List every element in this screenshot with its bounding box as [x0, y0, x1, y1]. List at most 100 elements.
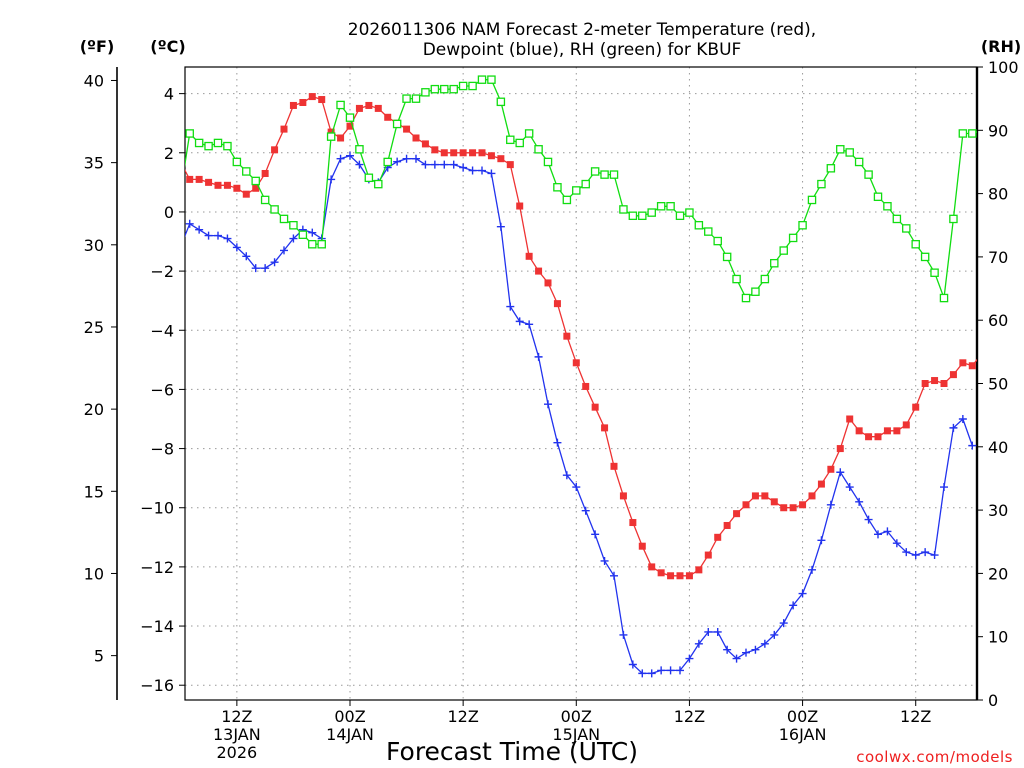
temperature-point [817, 480, 825, 488]
time-tick-label: 00Z [787, 707, 818, 726]
rh-point [242, 167, 251, 176]
time-tick-label: 00Z [561, 707, 592, 726]
rh-point [543, 157, 553, 167]
rh-point [270, 205, 279, 214]
rh-point [826, 164, 836, 173]
dewpoint-point [836, 468, 845, 477]
rh-point [930, 268, 939, 277]
rh-tick-label: 80 [988, 185, 1008, 204]
rh-point [656, 202, 666, 211]
dewpoint-point [732, 654, 741, 663]
temperature-point [591, 403, 599, 411]
axis-ticks [111, 66, 983, 706]
temperature-point [572, 359, 580, 367]
temperature-point [403, 125, 411, 133]
temperature-point [921, 380, 929, 387]
dewpoint-point [214, 231, 222, 240]
series-layer [185, 75, 977, 678]
rh-point [336, 100, 345, 110]
temperature-point [544, 279, 552, 287]
temperature-point [638, 542, 646, 550]
dewpoint-point [600, 556, 609, 565]
temperature-point [450, 149, 458, 157]
dewpoint-point [911, 551, 920, 560]
temperature-point [657, 569, 665, 577]
dewpoint-point [242, 252, 251, 261]
dewpoint-point [289, 234, 298, 243]
rh-point [458, 81, 468, 91]
fahrenheit-tick-label: 30 [84, 236, 104, 255]
rh-point [223, 141, 232, 151]
fahrenheit-tick-label: 20 [84, 400, 104, 419]
temperature-point [959, 359, 967, 367]
temperature-point [770, 498, 778, 506]
dewpoint-point [270, 258, 279, 267]
rh-point [411, 94, 421, 103]
temperature-point [421, 140, 429, 148]
temperature-point [195, 175, 203, 183]
temperature-point [308, 93, 316, 101]
rh-point [402, 94, 411, 103]
dewpoint-point [958, 414, 967, 423]
rh-tick-label: 70 [988, 248, 1008, 267]
time-tick-label: 14JAN [326, 725, 374, 744]
rh-point [468, 81, 477, 91]
rh-point [609, 170, 619, 179]
temperature-point [742, 501, 750, 509]
source-credit: coolwx.com/models [856, 748, 1013, 766]
fahrenheit-tick-label: 40 [84, 71, 104, 90]
temperature-point [695, 566, 703, 574]
time-tick-label: 16JAN [779, 725, 827, 744]
x-axis-title: Forecast Time (UTC) [386, 737, 638, 766]
temperature-point [516, 202, 524, 210]
rh-point [836, 145, 845, 154]
rh-point [817, 179, 826, 189]
rh-point [298, 230, 308, 239]
dewpoint-point [591, 530, 600, 539]
rh-point [704, 227, 713, 236]
rh-point [260, 195, 270, 205]
dewpoint-point [817, 536, 826, 545]
temperature-point [931, 377, 939, 385]
dewpoint-point [534, 352, 543, 361]
temperature-point [365, 101, 373, 109]
temperature-point [883, 427, 891, 435]
dewpoint-point [770, 630, 779, 639]
rh-point [392, 119, 402, 129]
dewpoint-point [676, 666, 684, 675]
rh-point [845, 148, 854, 157]
rh-point [194, 138, 204, 148]
dewpoint-point [572, 483, 581, 492]
dewpoint-point [581, 506, 590, 515]
rh-tick-label: 20 [988, 564, 1008, 583]
dewpoint-point [185, 219, 194, 228]
temperature-point [667, 572, 675, 580]
rh-tick-label: 90 [988, 121, 1008, 140]
temperature-point [535, 267, 543, 275]
dewpoint-point [638, 669, 647, 678]
dewpoint-point [562, 471, 571, 480]
temperature-point [214, 181, 222, 189]
rh-point [779, 246, 788, 255]
dewpoint-point [940, 483, 948, 492]
dewpoint-point [742, 648, 750, 657]
temperature-point [761, 492, 769, 500]
time-tick-label: 12Z [900, 707, 931, 726]
dewpoint-point [619, 630, 628, 639]
temperature-point [299, 98, 307, 106]
temperature-point [469, 149, 477, 157]
dewpoint-point [553, 438, 562, 447]
rh-tick-label: 100 [988, 58, 1019, 77]
dewpoint-point [355, 160, 364, 169]
dewpoint-point [525, 320, 534, 329]
celsius-tick-label: −12 [140, 558, 174, 577]
rh-point [713, 236, 722, 246]
temperature-point [846, 415, 854, 423]
temperature-point [968, 362, 976, 370]
rh-point [770, 258, 779, 268]
fahrenheit-tick-label: 15 [84, 482, 104, 501]
plot-grid [185, 67, 977, 700]
rh-tick-label: 60 [988, 311, 1008, 330]
rh-point [619, 205, 628, 214]
